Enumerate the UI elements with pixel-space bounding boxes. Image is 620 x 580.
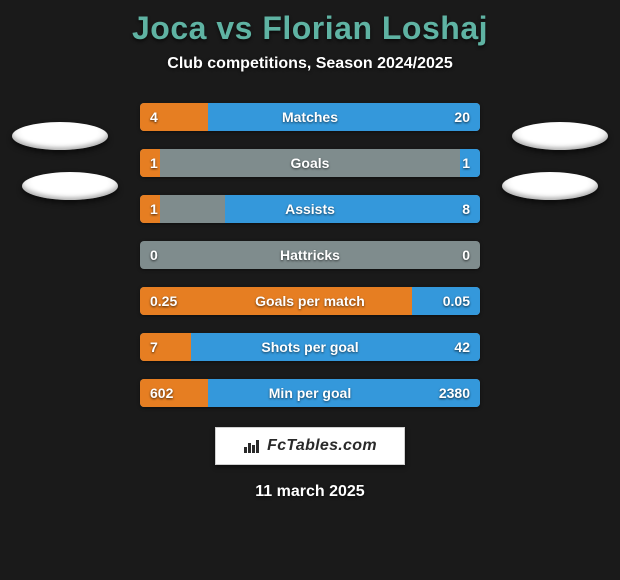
- crest-right-0: [512, 122, 608, 150]
- bar-left: [140, 195, 160, 223]
- bar-right: [208, 103, 480, 131]
- stat-row-goals: 11Goals: [140, 149, 480, 177]
- bar-left: [140, 149, 160, 177]
- stat-row-shots-per-goal: 742Shots per goal: [140, 333, 480, 361]
- stat-row-hattricks: 0 0Hattricks: [140, 241, 480, 269]
- crest-left-1: [22, 172, 118, 200]
- stat-row-min-per-goal: 6022380Min per goal: [140, 379, 480, 407]
- value-left: 0: [140, 241, 168, 269]
- bar-left: [140, 379, 208, 407]
- bar-left: [140, 333, 191, 361]
- bar-right: [208, 379, 480, 407]
- stat-row-assists: 18Assists: [140, 195, 480, 223]
- row-label: Hattricks: [140, 241, 480, 269]
- comparison-chart: 420Matches 11Goals 18Assists 0 0Hattricks 0.2…: [0, 103, 620, 407]
- watermark-badge: FcTables.com: [215, 427, 405, 465]
- bar-right: [460, 149, 480, 177]
- stat-row-matches: 420Matches: [140, 103, 480, 131]
- crest-right-1: [502, 172, 598, 200]
- page-title: Joca vs Florian Loshaj: [0, 0, 620, 55]
- bar-right: [412, 287, 480, 315]
- subtitle: Club competitions, Season 2024/2025: [0, 55, 620, 73]
- bar-right: [191, 333, 480, 361]
- bar-left: [140, 287, 412, 315]
- stat-row-goals-per-match: 0.250.05Goals per match: [140, 287, 480, 315]
- bar-right: [225, 195, 480, 223]
- watermark-text: FcTables.com: [267, 437, 377, 455]
- date-label: 11 march 2025: [0, 483, 620, 501]
- bar-left: [140, 103, 208, 131]
- bars-icon: [243, 438, 261, 454]
- crest-left-0: [12, 122, 108, 150]
- row-label: Goals: [140, 149, 480, 177]
- value-right: 0: [452, 241, 480, 269]
